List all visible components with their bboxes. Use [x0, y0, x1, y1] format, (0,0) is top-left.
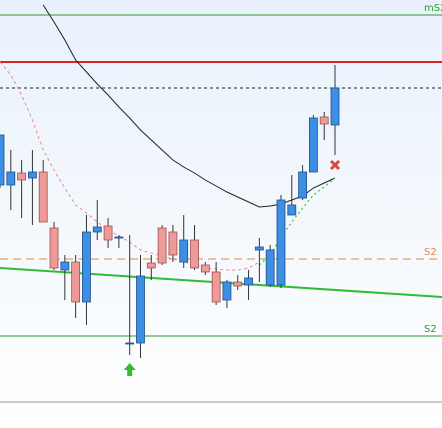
candle-body	[0, 134, 5, 186]
level-label: S2	[424, 324, 437, 335]
candle-body	[319, 116, 329, 125]
candle-body	[211, 271, 221, 303]
candle-body	[265, 249, 275, 286]
candle-body	[103, 225, 113, 241]
candle-body	[17, 172, 27, 181]
candle-body	[222, 281, 232, 301]
candle-body	[157, 227, 167, 264]
candle-body	[28, 171, 37, 179]
candle-body	[114, 236, 124, 239]
candle-body	[330, 87, 340, 126]
candle-body	[168, 231, 178, 256]
level-label: S2	[424, 247, 437, 258]
projection-line	[258, 177, 336, 266]
cross-marker	[329, 159, 341, 171]
candle-body	[254, 246, 264, 251]
candle-body	[233, 281, 243, 287]
candle-body	[200, 264, 210, 273]
candle-body	[244, 277, 253, 286]
candle-body	[308, 117, 318, 173]
candle-body	[6, 171, 16, 186]
candle-body	[287, 204, 297, 216]
candle-body	[38, 171, 48, 223]
candle-body	[125, 342, 135, 345]
candle-body	[71, 261, 81, 303]
candle-body	[82, 231, 91, 303]
candle-body	[92, 226, 102, 233]
candle-body	[179, 239, 189, 263]
candle-body	[298, 171, 307, 199]
candle-body	[60, 261, 70, 271]
candle-body	[49, 227, 59, 269]
level-label: mS2	[424, 3, 442, 14]
arrow-marker	[123, 363, 136, 376]
candle-body	[146, 262, 156, 269]
candle-body	[190, 239, 199, 269]
candle-body	[276, 199, 286, 286]
ma-line	[42, 4, 336, 208]
candle-body	[136, 275, 145, 344]
